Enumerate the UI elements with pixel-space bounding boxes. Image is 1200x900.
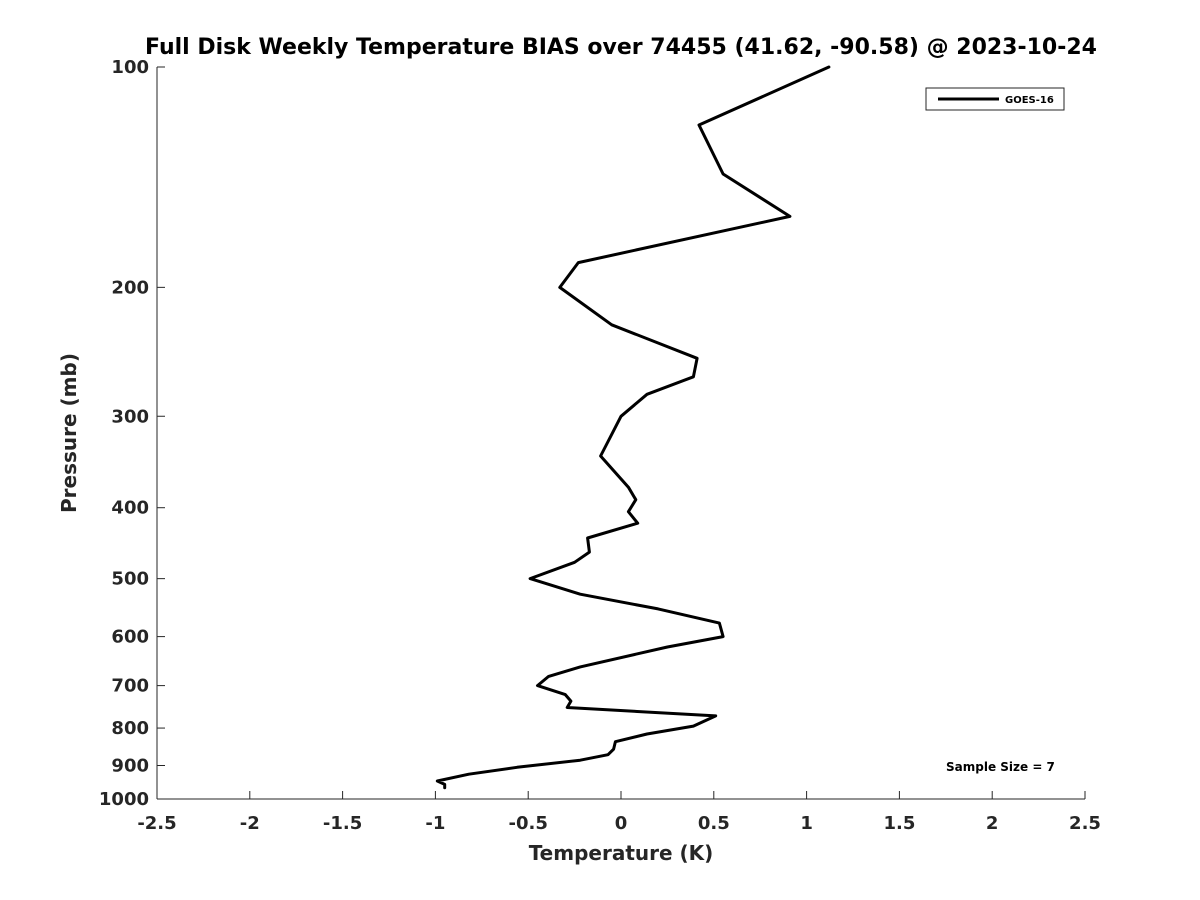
y-tick-label-0: 100 (111, 57, 149, 78)
x-tick-label-10: 2.5 (1069, 813, 1101, 834)
sample-size-annotation: Sample Size = 7 (946, 760, 1055, 774)
x-tick-label-7: 1 (800, 813, 813, 834)
x-tick-label-6: 0.5 (698, 813, 730, 834)
x-axis-label: Temperature (K) (529, 841, 714, 865)
series-line-goes-16 (435, 65, 831, 790)
x-tick-label-4: -0.5 (509, 813, 548, 834)
y-axis-label: Pressure (mb) (57, 353, 81, 513)
x-tick-label-3: -1 (425, 813, 445, 834)
y-tick-label-1: 200 (111, 277, 149, 298)
chart-title: Full Disk Weekly Temperature BIAS over 7… (145, 35, 1097, 60)
x-tick-label-5: 0 (615, 813, 628, 834)
y-tick-label-9: 1000 (99, 789, 149, 810)
y-tick-label-5: 600 (111, 627, 149, 648)
y-tick-label-8: 900 (111, 756, 149, 777)
y-tick-label-4: 500 (111, 569, 149, 590)
plot-area: -2.5 -2 -1.5 -1 -0.5 0 0.5 1 1.5 2 2.5 100 200 300 400… (99, 57, 1101, 834)
y-tick-label-3: 400 (111, 498, 149, 519)
x-tick-label-1: -2 (240, 813, 260, 834)
x-tick-label-8: 1.5 (883, 813, 915, 834)
x-tick-label-0: -2.5 (137, 813, 176, 834)
y-tick-label-6: 700 (111, 676, 149, 697)
x-tick-label-9: 2 (986, 813, 999, 834)
y-tick-label-2: 300 (111, 406, 149, 427)
legend-label-goes-16: GOES-16 (1005, 95, 1054, 106)
y-tick-label-7: 800 (111, 718, 149, 739)
x-tick-label-2: -1.5 (323, 813, 362, 834)
legend: GOES-16 (925, 87, 1065, 111)
